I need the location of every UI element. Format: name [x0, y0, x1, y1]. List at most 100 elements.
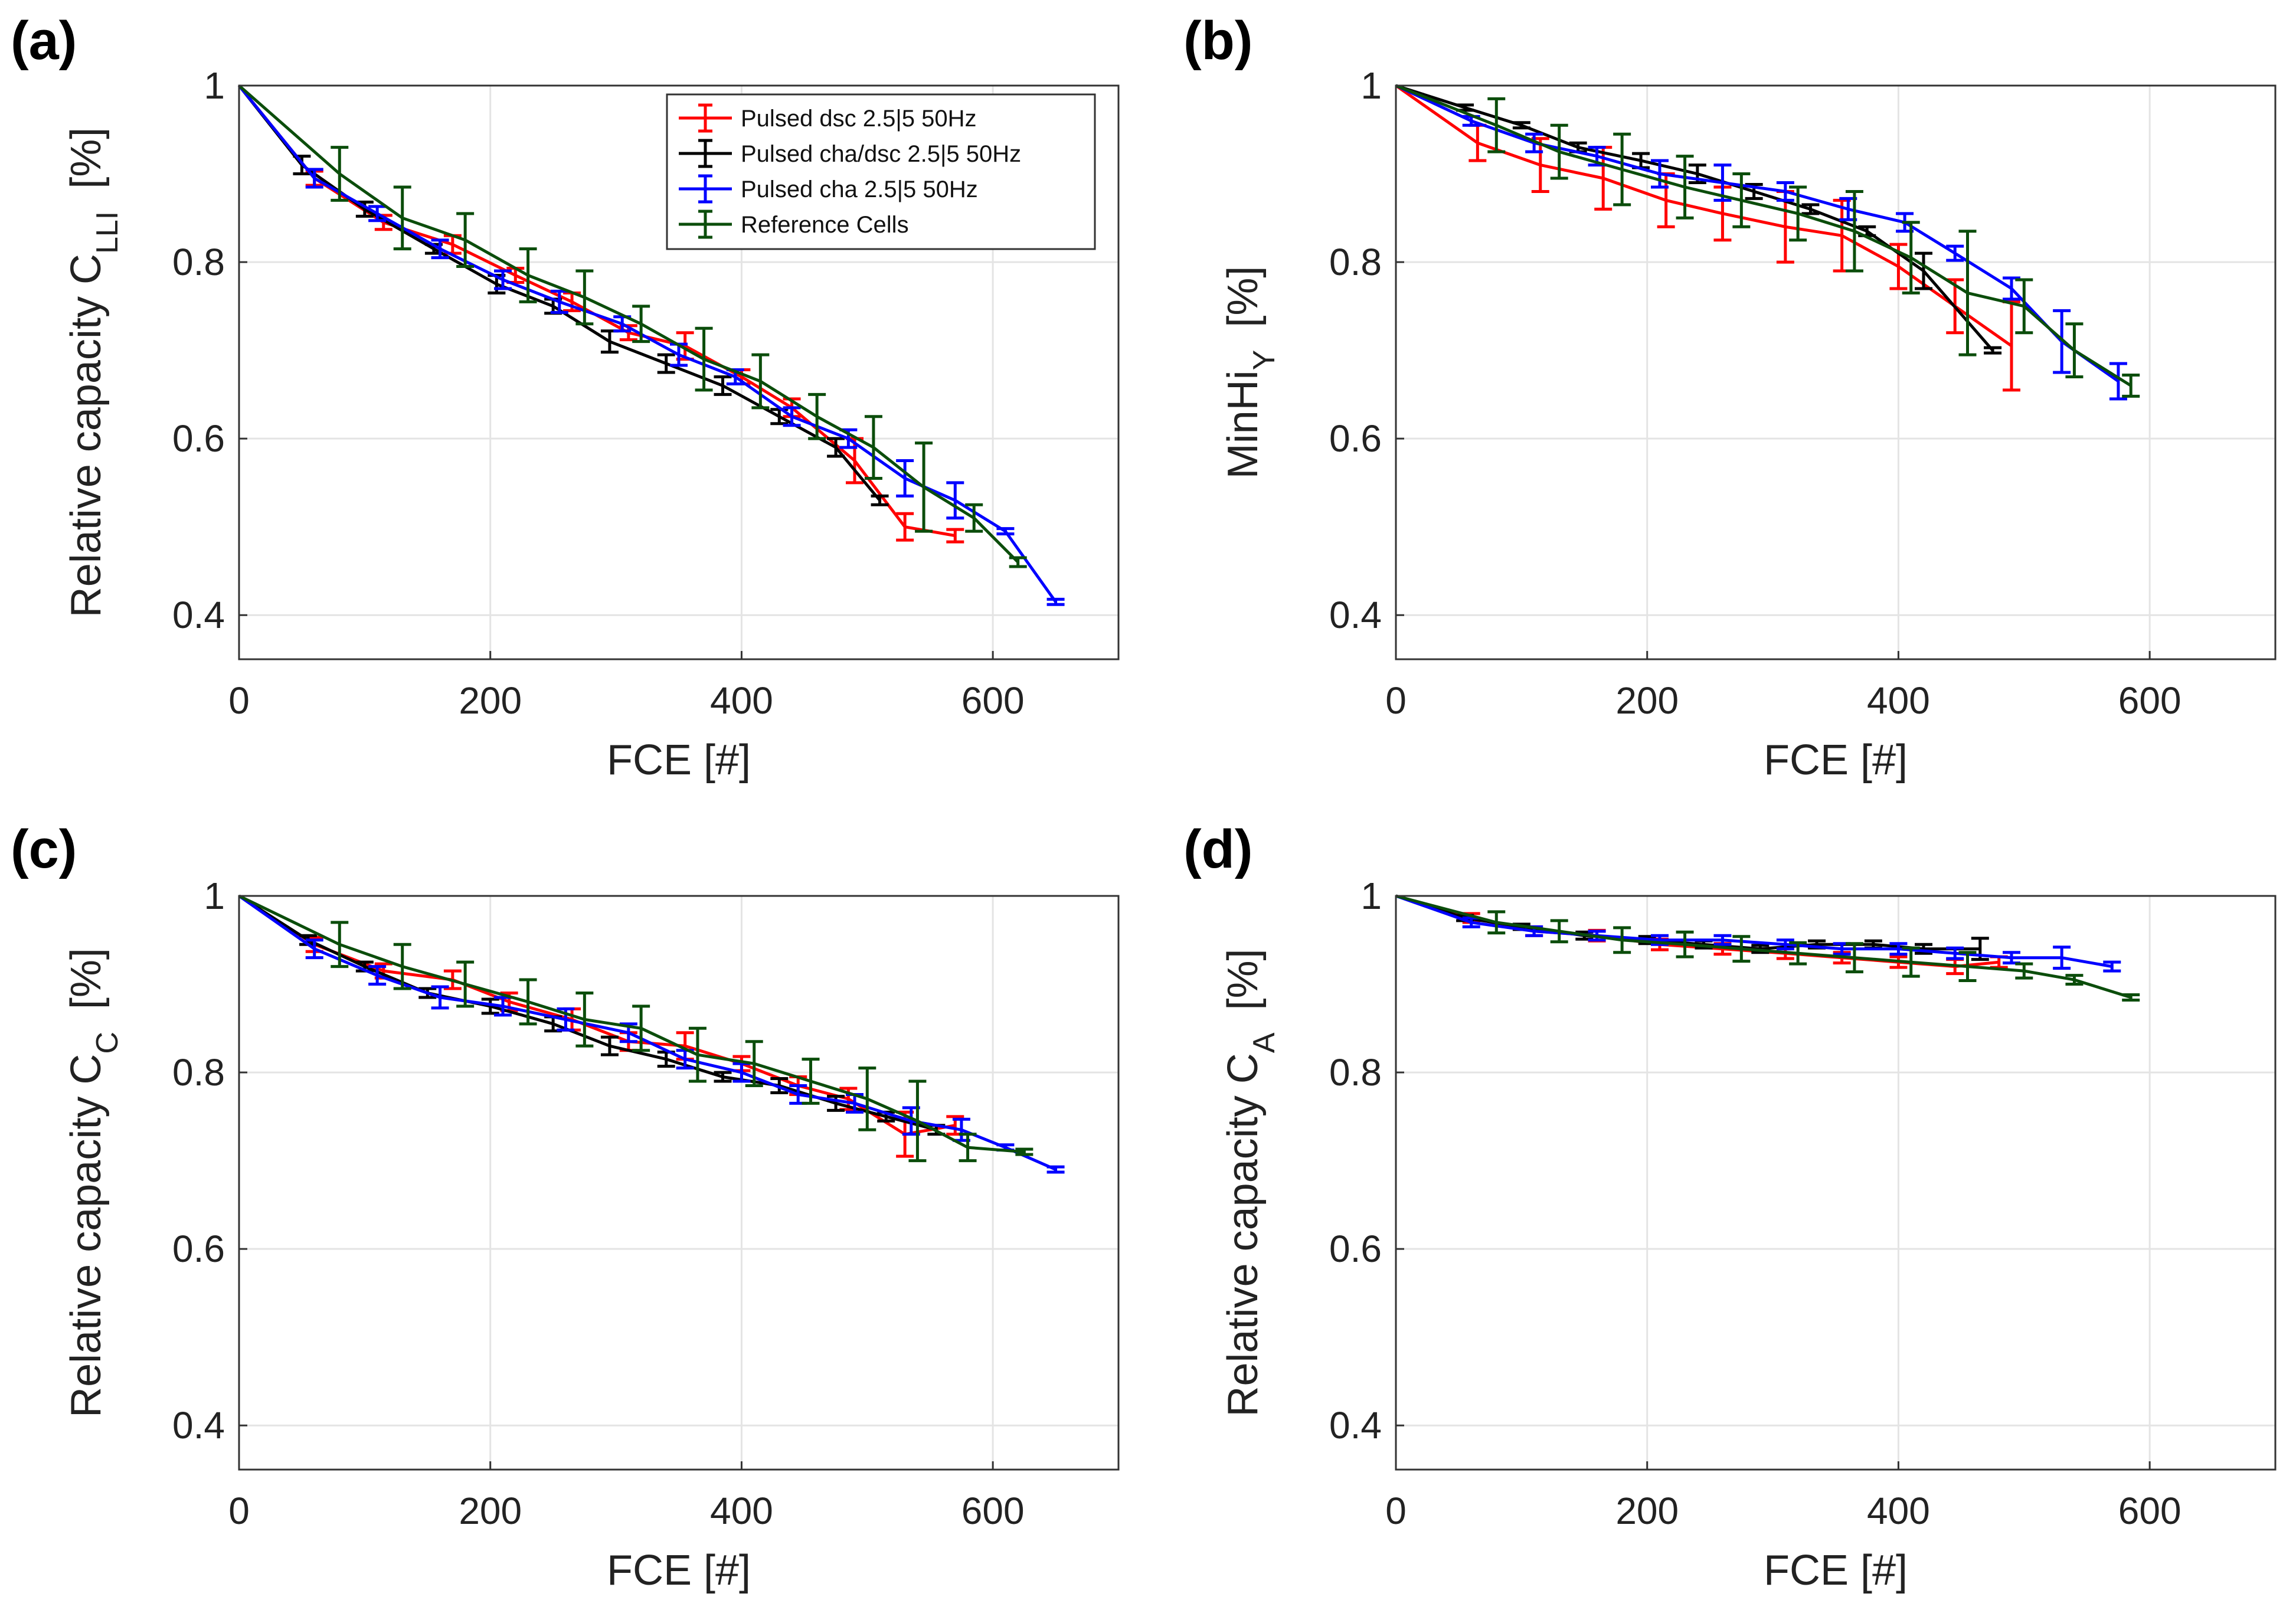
- legend-label-2: Pulsed cha 2.5|5 50Hz: [741, 176, 978, 202]
- y-axis-label-main-b: MinHi: [1219, 370, 1267, 479]
- x-tick-label-d-1: 200: [1615, 1490, 1679, 1532]
- error-bar-d-2-8: [1889, 942, 1908, 956]
- x-axis-label-d: FCE [#]: [1764, 1547, 1908, 1594]
- error-bar-c-3-9: [802, 1058, 820, 1105]
- x-axis-label-b: FCE [#]: [1764, 737, 1908, 784]
- error-bar-d-2-5: [1713, 934, 1732, 946]
- error-bar-b-3-10: [2015, 278, 2033, 335]
- error-bar-b-1-2: [1512, 121, 1530, 130]
- y-axis-label-sub-c: C: [90, 1032, 125, 1054]
- y-axis-label-main-d: Relative capacity C: [1219, 1053, 1267, 1416]
- error-bar-a-0-12: [946, 528, 964, 544]
- y-tick-label-b-1: 0.6: [1329, 417, 1382, 460]
- error-bar-c-3-10: [858, 1066, 876, 1131]
- error-bar-c-3-6: [632, 1005, 650, 1052]
- x-tick-label-a-2: 400: [710, 679, 773, 722]
- x-tick-label-a-3: 600: [961, 679, 1025, 722]
- error-bar-b-3-2: [1550, 123, 1568, 180]
- legend-swatch-1: [679, 139, 732, 168]
- x-tick-label-d-0: 0: [1385, 1490, 1407, 1532]
- error-bar-d-2-12: [2103, 960, 2121, 973]
- legend-swatch-0: [679, 103, 732, 133]
- y-axis-label-main-c: Relative capacity C: [63, 1054, 110, 1418]
- x-axis-label-c: FCE [#]: [607, 1547, 751, 1594]
- y-tick-label-b-3: 1: [1360, 64, 1382, 107]
- y-axis-label-c: Relative capacity CC [%]: [63, 948, 125, 1418]
- y-axis-label-d: Relative capacity CA [%]: [1219, 949, 1281, 1417]
- x-tick-label-d-2: 400: [1867, 1490, 1930, 1532]
- error-bar-a-3-3: [456, 212, 475, 269]
- series-line-c-3: [238, 894, 1025, 1154]
- error-bar-a-2-11: [896, 459, 914, 498]
- error-bar-a-3-6: [632, 305, 650, 343]
- legend-label-3: Reference Cells: [741, 212, 909, 238]
- error-bar-a-2-3: [431, 238, 449, 260]
- y-tick-label-d-0: 0.4: [1329, 1404, 1382, 1447]
- error-bar-d-3-7: [1845, 942, 1863, 974]
- error-bar-a-3-8: [751, 353, 770, 410]
- x-tick-label-b-2: 400: [1867, 679, 1930, 722]
- legend-swatch-2: [679, 174, 732, 204]
- error-bar-a-1-8: [714, 375, 732, 396]
- error-bar-a-2-13: [996, 527, 1015, 536]
- panel-b: 0 200 400 600 0.4 0.6 0.8 1 FCE [#] MinHiY [%] (b): [1183, 11, 2277, 784]
- x-tick-label-b-3: 600: [2118, 679, 2181, 722]
- error-bar-d-3-6: [1789, 941, 1807, 966]
- error-bar-b-3-5: [1732, 172, 1751, 228]
- axes-frame-a: [238, 84, 1120, 660]
- error-bar-a-3-2: [393, 185, 411, 251]
- x-tick-label-c-1: 200: [459, 1490, 522, 1532]
- x-tick-label-d-3: 600: [2118, 1490, 2181, 1532]
- error-bar-d-3-1: [1487, 910, 1506, 935]
- error-bar-c-3-13: [1015, 1147, 1033, 1156]
- error-bar-a-3-10: [864, 415, 882, 480]
- error-bar-b-3-7: [1845, 189, 1863, 273]
- error-bar-a-2-12: [946, 481, 964, 520]
- panel-d: 0 200 400 600 0.4 0.6 0.8 1 FCE [#] Relative capa…: [1183, 819, 2277, 1594]
- error-bar-c-3-7: [688, 1026, 707, 1083]
- error-bar-b-2-9: [1946, 244, 1964, 262]
- legend: Pulsed dsc 2.5|5 50Hz Pulsed cha/dsc 2.5|…: [666, 93, 1096, 250]
- series-c-reference-cells: [238, 894, 1033, 1163]
- y-tick-label-a-1: 0.6: [172, 417, 225, 460]
- y-axis-label-a: Relative capacity CLLI [%]: [63, 127, 125, 618]
- error-bar-d-3-9: [1958, 951, 1977, 983]
- error-bar-a-0-11: [896, 512, 914, 542]
- error-bar-d-3-3: [1613, 926, 1631, 954]
- error-bar-a-3-9: [808, 392, 826, 440]
- error-bar-d-2-11: [2053, 945, 2071, 970]
- error-bar-a-1-7: [657, 353, 675, 374]
- series-a-reference-cells: [238, 84, 1027, 568]
- error-bar-c-2-2: [368, 965, 387, 986]
- y-tick-label-d-1: 0.6: [1329, 1228, 1382, 1270]
- y-axis-label-unit-b: [%]: [1219, 266, 1267, 339]
- series-b-pulsed-dsc-2-5-5-50hz: [1395, 84, 2020, 392]
- y-axis-label-unit-d: [%]: [1219, 949, 1267, 1022]
- error-bar-a-3-1: [331, 146, 349, 202]
- error-bar-c-3-2: [393, 943, 411, 990]
- legend-entry-pulsed-cha-dsc-2-5-5-50hz: Pulsed cha/dsc 2.5|5 50Hz: [679, 139, 1021, 168]
- error-bar-b-2-6: [1776, 181, 1794, 202]
- axes-frame-d: [1395, 895, 2277, 1471]
- error-bar-d-3-5: [1732, 935, 1751, 963]
- error-bar-a-3-4: [519, 247, 537, 303]
- error-bar-c-2-14: [1046, 1165, 1065, 1174]
- error-bar-c-3-4: [519, 978, 537, 1026]
- error-bar-a-3-7: [695, 326, 713, 392]
- y-tick-label-a-3: 1: [204, 64, 225, 107]
- error-bar-d-2-9: [1946, 946, 1964, 960]
- y-tick-label-c-3: 1: [204, 875, 225, 917]
- error-bar-b-1-7: [1801, 203, 1820, 215]
- error-bar-b-3-6: [1789, 185, 1807, 242]
- y-axis-label-sub-b: Y: [1247, 350, 1281, 371]
- error-bar-b-1-9: [1915, 251, 1932, 290]
- y-tick-label-c-0: 0.4: [172, 1404, 225, 1447]
- y-tick-label-a-2: 0.8: [172, 241, 225, 283]
- plot-area-d: [1396, 896, 2275, 1470]
- series-d-pulsed-cha-2-5-5-50hz: [1395, 894, 2121, 973]
- error-bar-a-2-14: [1046, 597, 1065, 606]
- x-tick-label-c-0: 0: [228, 1490, 250, 1532]
- legend-label-1: Pulsed cha/dsc 2.5|5 50Hz: [741, 141, 1021, 167]
- y-axis-label-unit-c: [%]: [63, 948, 110, 1021]
